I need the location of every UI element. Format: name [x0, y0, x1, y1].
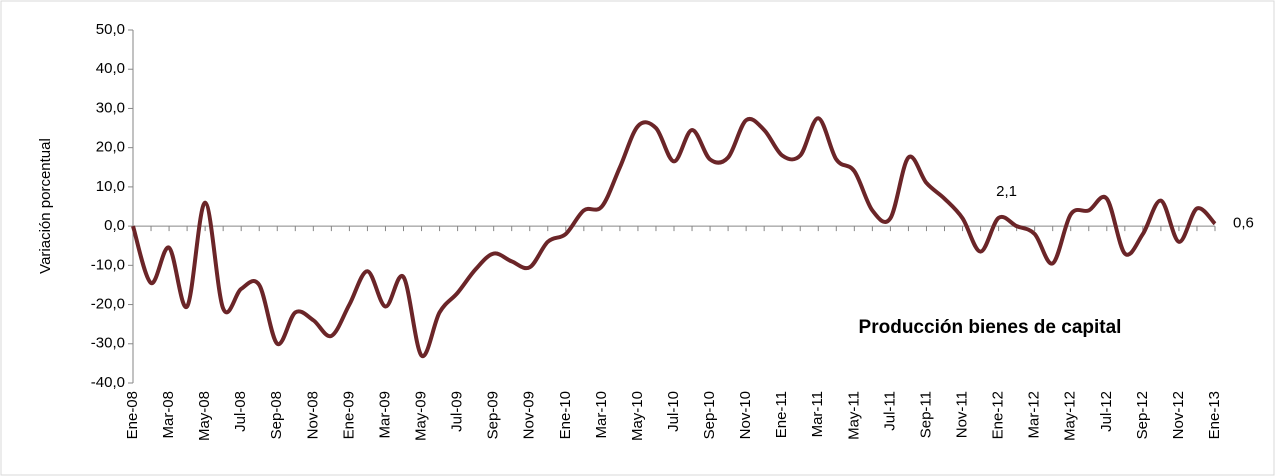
x-tick-label: Mar-11: [809, 391, 826, 437]
x-tick-label: Mar-08: [160, 391, 177, 439]
chart-title: Producción bienes de capital: [859, 317, 1122, 338]
x-tick-label: Mar-12: [1026, 391, 1043, 439]
y-tick-label: 20,0: [96, 139, 125, 156]
x-tick-label: Ene-12: [990, 391, 1007, 439]
x-tick-label: Ene-08: [124, 391, 141, 439]
x-tick-label: May-11: [845, 391, 862, 440]
x-tick-label: Nov-12: [1170, 391, 1187, 439]
y-axis-label: Variación porcentual: [37, 138, 54, 274]
x-tick-label: Ene-11: [773, 391, 790, 438]
y-tick-label: -30,0: [91, 335, 125, 352]
x-tick-label: Mar-10: [593, 391, 610, 439]
y-tick-label: -20,0: [91, 296, 125, 313]
x-tick-label: Jul-12: [1098, 391, 1115, 432]
x-tick-label: Nov-11: [954, 391, 971, 438]
x-tick-label: Nov-08: [304, 391, 321, 439]
data-label: 0,6: [1233, 215, 1254, 232]
y-tick-label: 30,0: [96, 99, 125, 116]
x-tick-label: Jul-09: [449, 391, 466, 432]
x-tick-label: May-08: [196, 391, 213, 441]
x-tick-label: May-10: [629, 391, 646, 441]
data-label: 2,1: [996, 183, 1017, 200]
data-line: [131, 116, 1217, 358]
y-tick-label: 40,0: [96, 60, 125, 77]
y-tick-label: 0,0: [104, 217, 125, 234]
x-tick-label: May-09: [413, 391, 430, 441]
x-tick-label: Nov-10: [737, 391, 754, 439]
x-tick-label: Jul-10: [665, 391, 682, 432]
x-tick-label: Jul-11: [881, 391, 898, 431]
x-tick-label: Sep-10: [701, 391, 718, 439]
x-tick-label: Sep-09: [485, 391, 502, 439]
x-tick-label: Ene-09: [340, 391, 357, 439]
x-tick-label: May-12: [1062, 391, 1079, 441]
x-tick-label: Ene-10: [557, 391, 574, 439]
y-tick-label: 10,0: [96, 178, 125, 195]
x-tick-label: Ene-13: [1206, 391, 1223, 439]
x-tick-label: Sep-12: [1134, 391, 1151, 439]
x-tick-label: Sep-08: [268, 391, 285, 439]
x-tick-label: Nov-09: [521, 391, 538, 439]
y-tick-label: -40,0: [91, 374, 125, 391]
x-tick-label: Jul-08: [232, 391, 249, 432]
x-tick-label: Sep-11: [917, 391, 934, 438]
x-tick-label: Mar-09: [376, 391, 393, 439]
y-tick-label: 50,0: [96, 21, 125, 38]
y-tick-label: -10,0: [91, 256, 125, 273]
